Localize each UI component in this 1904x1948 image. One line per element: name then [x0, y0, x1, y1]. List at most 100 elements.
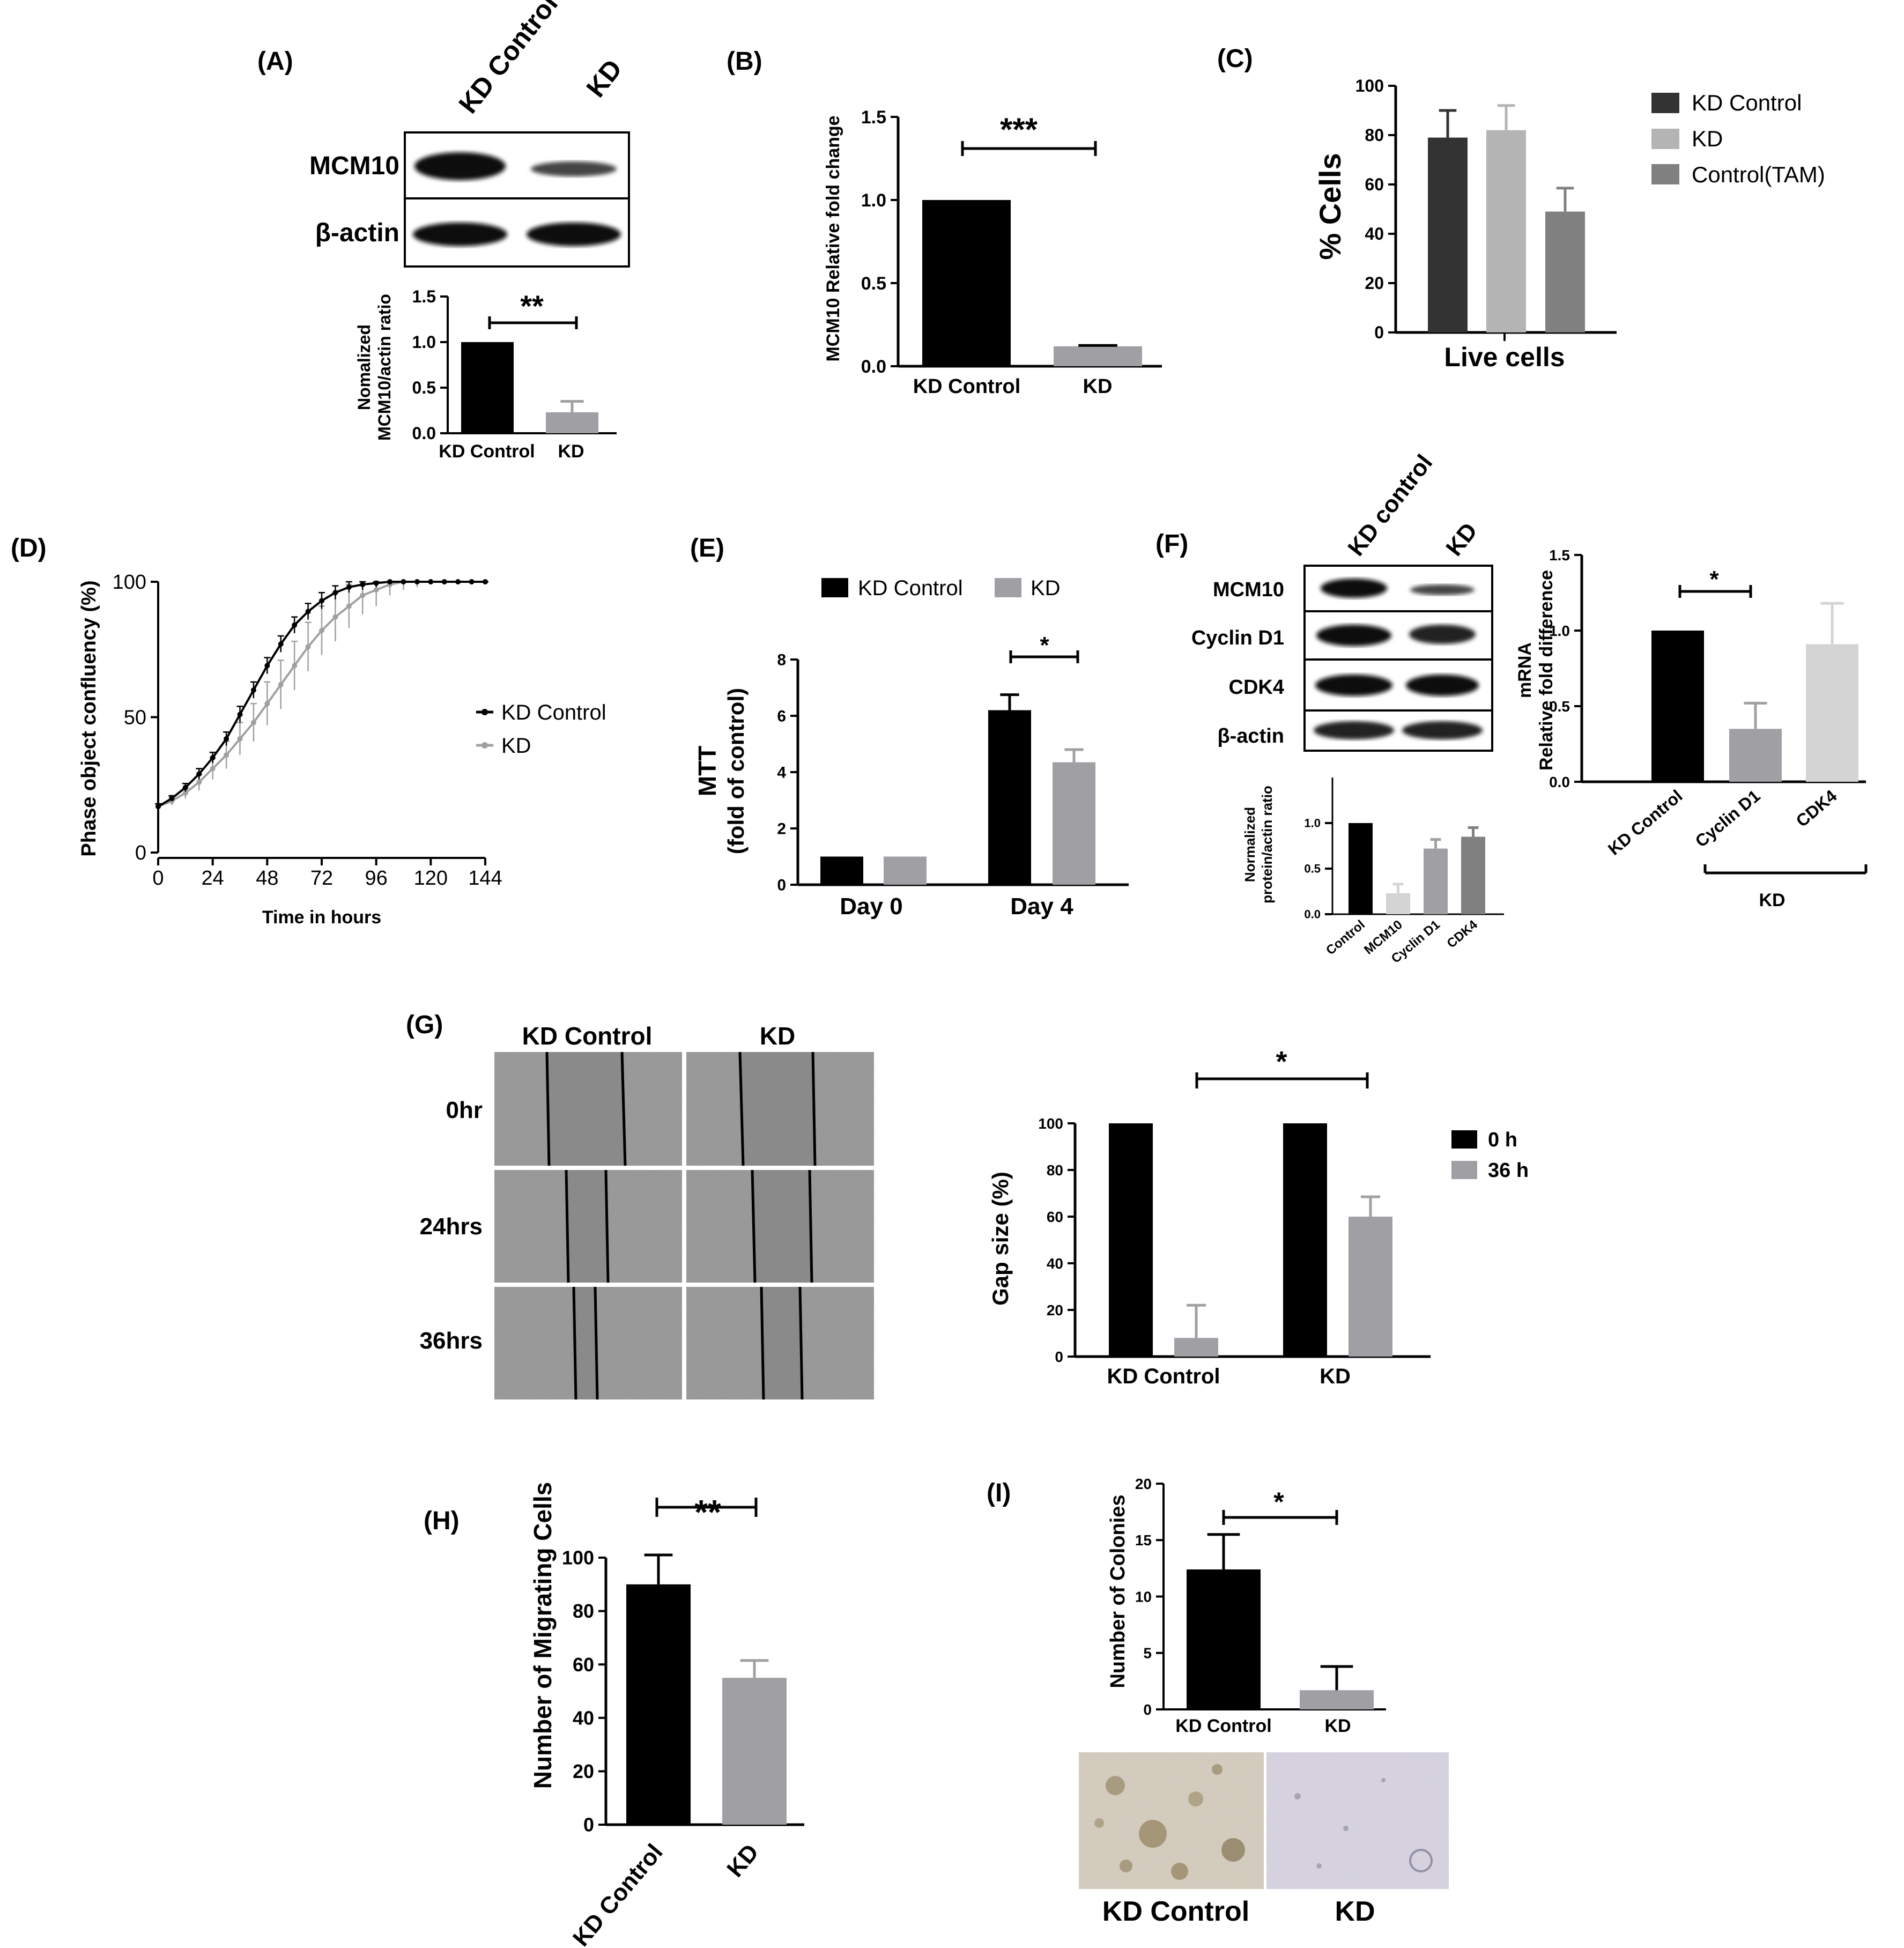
x-tick-label: 144: [468, 867, 502, 890]
bar: [1187, 1569, 1261, 1709]
ylabel-d: Phase object confluency (%): [78, 580, 100, 856]
ylabel-f-mrna: mRNA Relative fold difference: [1515, 570, 1557, 771]
data-point: [264, 663, 270, 669]
ylabel-f-mrna-line2: Relative fold difference: [1536, 570, 1557, 771]
panel-tag-b: (B): [727, 47, 762, 76]
bar: [922, 200, 1011, 366]
y-tick-label: 0.0: [1304, 908, 1321, 921]
ylabel-f-mrna-line1: mRNA: [1515, 642, 1535, 698]
legend-swatch-control-tam: [1651, 164, 1679, 184]
data-point: [401, 579, 406, 584]
bar: [722, 1678, 787, 1825]
data-point: [237, 736, 243, 742]
blot-f-row-mcm10: MCM10: [1213, 579, 1284, 601]
xlabel-d: Time in hours: [262, 907, 381, 928]
x-tick-label: 24: [202, 867, 224, 890]
sig-i: *: [1273, 1487, 1284, 1517]
ylabel-f: Normalized protein/actin ratio: [1242, 786, 1275, 903]
x-tick-label: 48: [256, 867, 278, 890]
x-tick-label: KD Control: [913, 375, 1021, 398]
x-tick-label: KD Control: [1107, 1365, 1220, 1388]
panel-tag-c: (C): [1217, 45, 1253, 73]
y-tick-label: 20: [1047, 1302, 1063, 1319]
panel-a: (A) KD Control KD MCM10 β-actin Nomalize…: [257, 0, 630, 462]
lane-label-kd-control: KD Control: [453, 0, 564, 119]
data-point: [182, 784, 188, 790]
legend-label-d-kd: KD: [501, 734, 531, 758]
y-tick-label: 8: [777, 651, 786, 669]
legend-e: KD Control KD: [821, 576, 1061, 600]
y-tick-label: 1.5: [1549, 547, 1570, 564]
band-f-mcm10-control: [1321, 579, 1387, 598]
panel-e: (E) MTT (fold of control) KD Control KD …: [690, 534, 1129, 920]
bar: [1349, 823, 1373, 914]
blot-row-actin: β-actin: [315, 219, 399, 247]
y-tick-label: 0: [777, 877, 786, 894]
y-tick-label: 100: [1038, 1115, 1063, 1132]
ylabel-e-line1: MTT: [693, 746, 721, 797]
data-point: [250, 720, 256, 725]
x-tick-label: Day 4: [1010, 893, 1073, 920]
panel-f: (F) KD control KD MCM10 Cyclin D1 CDK4 β…: [1155, 450, 1868, 966]
band-f-cyclin-control: [1316, 625, 1391, 646]
legend-label-kd: KD: [1692, 126, 1723, 151]
data-point: [360, 582, 366, 588]
y-tick-label: 0.5: [1304, 862, 1321, 876]
x-tick-label: Day 0: [840, 893, 902, 920]
scratch-image-control-24hrs: [494, 1169, 682, 1283]
xlabel-c: Live cells: [1444, 342, 1565, 372]
y-tick-label: 60: [573, 1654, 594, 1676]
legend-label-d-kd-control: KD Control: [501, 701, 606, 724]
x-tick-label: 120: [414, 867, 448, 890]
bar: [820, 856, 863, 885]
bar: [1424, 848, 1448, 914]
data-point: [332, 590, 338, 596]
y-tick-label: 60: [1047, 1209, 1063, 1225]
panel-d: (D) Phase object confluency (%) Time in …: [11, 534, 606, 928]
bar: [461, 342, 514, 433]
y-tick-label: 0.5: [412, 378, 436, 397]
row-label-24hrs: 24hrs: [420, 1213, 483, 1240]
data-point: [278, 641, 284, 647]
panel-i: (I) Number of Colonies * 0 5 10 15 20 KD Cont…: [987, 1476, 1449, 1927]
y-tick-label: 1.0: [1549, 623, 1570, 639]
y-tick-label: 40: [573, 1707, 594, 1729]
col-label-kd: KD: [760, 1022, 795, 1050]
x-tick-label: KD Control: [439, 441, 535, 462]
band-actin-kd: [527, 223, 621, 246]
data-point: [210, 766, 216, 772]
band-f-actin-kd: [1402, 721, 1483, 739]
x-tick-label: 0: [152, 867, 164, 890]
bar: [1486, 130, 1526, 333]
colony-image-kd: [1266, 1752, 1449, 1889]
data-point: [305, 609, 311, 614]
data-point: [224, 752, 229, 758]
data-point: [455, 579, 461, 584]
row-label-36hrs: 36hrs: [420, 1328, 483, 1354]
panel-tag-i: (I): [987, 1479, 1011, 1507]
bar: [1651, 631, 1704, 782]
legend-g: 0 h 36 h: [1451, 1129, 1529, 1182]
blot-f-row-cyclin: Cyclin D1: [1191, 627, 1284, 649]
panel-g: (G) KD Control KD 0hr 24hrs 36hrs Gap si…: [406, 1011, 1529, 1400]
bar: [1053, 762, 1095, 885]
chart-d: 0 50 100 0 24 48 72 96 120 144: [113, 571, 502, 890]
band-mcm10-control: [414, 152, 506, 180]
y-tick-label: 4: [777, 764, 786, 782]
ylabel-a-line1: Nomalized: [354, 324, 374, 410]
bar: [1729, 729, 1782, 782]
sig-b: ***: [1000, 112, 1038, 147]
x-tick-label: CDK4: [1444, 917, 1480, 951]
sig-h: **: [694, 1493, 721, 1531]
y-tick-label: 0.5: [1549, 698, 1570, 715]
y-tick-label: 60: [1365, 175, 1384, 194]
band-f-cdk4-kd: [1406, 675, 1479, 696]
ylabel-h: Number of Migrating Cells: [529, 1482, 557, 1789]
bar: [1545, 211, 1585, 332]
sig-g: *: [1276, 1046, 1287, 1078]
legend-label-kd-control: KD Control: [1692, 90, 1802, 115]
band-mcm10-kd: [531, 161, 617, 176]
y-tick-label: 2: [777, 820, 786, 838]
data-point: [278, 682, 284, 687]
